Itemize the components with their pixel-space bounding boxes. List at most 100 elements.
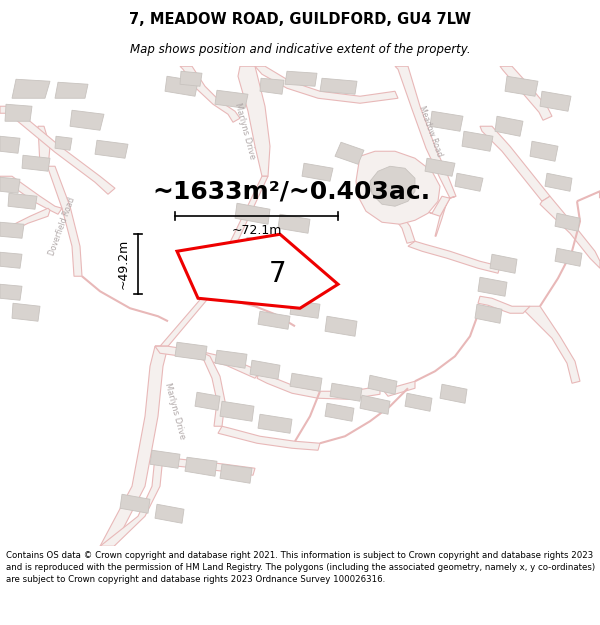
Text: Marlyns Drive: Marlyns Drive (233, 102, 257, 161)
Polygon shape (540, 196, 600, 268)
Polygon shape (408, 241, 500, 273)
Polygon shape (22, 155, 50, 171)
Polygon shape (480, 126, 550, 201)
Text: ~1633m²/~0.403ac.: ~1633m²/~0.403ac. (152, 179, 430, 203)
Polygon shape (0, 222, 24, 238)
Polygon shape (478, 296, 530, 313)
Polygon shape (215, 90, 248, 108)
Polygon shape (215, 350, 247, 368)
Polygon shape (12, 303, 40, 321)
Polygon shape (12, 79, 50, 98)
Polygon shape (545, 173, 572, 191)
Polygon shape (260, 78, 284, 94)
Text: Contains OS data © Crown copyright and database right 2021. This information is : Contains OS data © Crown copyright and d… (6, 551, 595, 584)
Polygon shape (330, 383, 362, 401)
Polygon shape (555, 213, 580, 231)
Polygon shape (195, 392, 220, 410)
Polygon shape (395, 66, 456, 198)
Polygon shape (245, 238, 280, 256)
Polygon shape (540, 91, 571, 111)
Polygon shape (218, 426, 320, 450)
Polygon shape (495, 116, 523, 136)
Polygon shape (0, 106, 115, 194)
Polygon shape (238, 66, 270, 176)
Polygon shape (362, 186, 415, 243)
Polygon shape (258, 311, 290, 329)
Polygon shape (405, 393, 432, 411)
Polygon shape (200, 351, 225, 426)
Polygon shape (325, 316, 357, 336)
Polygon shape (302, 163, 333, 181)
Polygon shape (0, 208, 50, 233)
Polygon shape (500, 66, 552, 120)
Text: Meadow Road: Meadow Road (416, 104, 443, 158)
Polygon shape (475, 304, 502, 323)
Polygon shape (490, 254, 517, 273)
Polygon shape (530, 141, 558, 161)
Polygon shape (356, 151, 440, 224)
Polygon shape (158, 456, 255, 475)
Polygon shape (505, 76, 538, 96)
Polygon shape (175, 342, 207, 360)
Polygon shape (325, 403, 354, 421)
Polygon shape (462, 131, 493, 151)
Polygon shape (0, 284, 22, 300)
Polygon shape (478, 278, 507, 296)
Text: ~49.2m: ~49.2m (117, 239, 130, 289)
Polygon shape (278, 214, 310, 233)
Polygon shape (440, 384, 467, 403)
Polygon shape (120, 494, 150, 513)
Text: Doverfield Road: Doverfield Road (47, 196, 77, 257)
Polygon shape (185, 458, 217, 476)
Polygon shape (235, 203, 270, 224)
Polygon shape (320, 78, 357, 94)
Polygon shape (220, 464, 252, 483)
Polygon shape (0, 136, 20, 153)
Polygon shape (430, 111, 463, 131)
Polygon shape (155, 176, 268, 346)
Polygon shape (250, 360, 280, 379)
Polygon shape (70, 110, 104, 130)
Polygon shape (40, 166, 82, 276)
Polygon shape (285, 71, 317, 86)
Polygon shape (155, 346, 260, 378)
Polygon shape (523, 306, 580, 383)
Polygon shape (220, 401, 254, 421)
Polygon shape (95, 140, 128, 158)
Text: 7: 7 (269, 260, 287, 288)
Polygon shape (8, 193, 37, 209)
Polygon shape (380, 381, 415, 396)
Polygon shape (555, 248, 582, 266)
Polygon shape (5, 104, 32, 121)
Polygon shape (180, 66, 240, 122)
Polygon shape (435, 196, 456, 236)
Polygon shape (257, 371, 380, 399)
Polygon shape (180, 71, 202, 86)
Polygon shape (38, 126, 50, 168)
Polygon shape (370, 166, 415, 206)
Polygon shape (455, 173, 483, 191)
Polygon shape (55, 82, 88, 98)
Polygon shape (360, 182, 450, 216)
Polygon shape (290, 373, 322, 391)
Polygon shape (425, 158, 455, 176)
Polygon shape (290, 300, 320, 318)
Polygon shape (258, 414, 292, 433)
Text: Marlyns Drive: Marlyns Drive (163, 382, 187, 441)
Polygon shape (0, 176, 62, 214)
Polygon shape (100, 456, 163, 546)
Polygon shape (100, 346, 168, 546)
Polygon shape (255, 66, 398, 103)
Polygon shape (0, 177, 20, 193)
Polygon shape (0, 253, 22, 268)
Polygon shape (165, 76, 198, 96)
Text: Map shows position and indicative extent of the property.: Map shows position and indicative extent… (130, 42, 470, 56)
Polygon shape (155, 504, 184, 523)
Text: ~72.1m: ~72.1m (232, 224, 281, 238)
Polygon shape (150, 450, 180, 468)
Polygon shape (368, 375, 397, 394)
Text: 7, MEADOW ROAD, GUILDFORD, GU4 7LW: 7, MEADOW ROAD, GUILDFORD, GU4 7LW (129, 12, 471, 27)
Polygon shape (177, 234, 338, 308)
Polygon shape (335, 142, 364, 164)
Polygon shape (360, 395, 390, 414)
